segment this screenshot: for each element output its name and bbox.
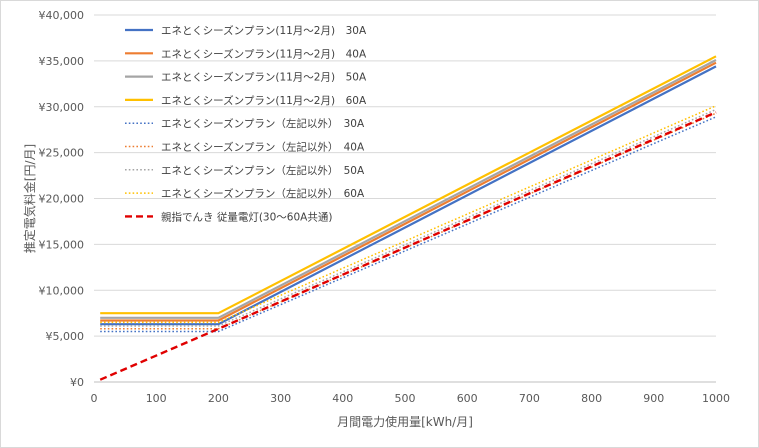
y-tick-label: ¥25,000 xyxy=(39,147,85,160)
x-tick-label: 400 xyxy=(332,392,353,405)
series-line-2 xyxy=(100,61,717,322)
series-line-3 xyxy=(100,59,717,319)
x-tick-label: 200 xyxy=(208,392,229,405)
x-tick-label: 500 xyxy=(395,392,416,405)
series-line-7 xyxy=(100,108,717,327)
legend: エネとくシーズンプラン(11月～2月) 30A エネとくシーズンプラン(11月～2… xyxy=(125,24,367,223)
legend-entry: エネとくシーズンプラン(11月～2月) 60A xyxy=(161,94,367,107)
x-tick-label: 600 xyxy=(457,392,478,405)
x-tick-label: 100 xyxy=(146,392,167,405)
y-tick-label: ¥40,000 xyxy=(39,9,85,22)
y-tick-label: ¥30,000 xyxy=(39,101,85,114)
y-tick-label: ¥0 xyxy=(70,376,84,389)
x-tick-label: 300 xyxy=(270,392,291,405)
x-tick-label: 900 xyxy=(643,392,664,405)
y-tick-label: ¥15,000 xyxy=(39,238,85,251)
series-line-9 xyxy=(99,111,717,381)
y-tick-label: ¥10,000 xyxy=(39,284,85,297)
series-line-8 xyxy=(100,105,717,324)
series-line-5 xyxy=(100,116,717,333)
y-tick-label: ¥35,000 xyxy=(39,55,85,68)
legend-entry: エネとくシーズンプラン(11月～2月) 50A xyxy=(161,71,367,84)
legend-entry: 親指でんき 従量電灯(30～60A共通) xyxy=(161,210,332,223)
legend-entry: エネとくシーズンプラン(11月～2月) 30A xyxy=(161,24,367,37)
y-tick-label: ¥20,000 xyxy=(39,193,85,206)
y-tick-label: ¥5,000 xyxy=(46,330,85,343)
x-axis-label: 月間電力使用量[kWh/月] xyxy=(337,414,473,429)
x-tick-label: 700 xyxy=(519,392,540,405)
x-tick-label: 0 xyxy=(91,392,98,405)
legend-entry: エネとくシーズンプラン（左記以外） 60A xyxy=(161,187,365,200)
legend-entry: エネとくシーズンプラン（左記以外） 40A xyxy=(161,141,365,154)
x-tick-label: 800 xyxy=(581,392,602,405)
series-lines xyxy=(99,55,717,381)
legend-entry: エネとくシーズンプラン（左記以外） 30A xyxy=(161,117,365,130)
gridlines xyxy=(94,14,716,337)
x-tick-label: 1000 xyxy=(702,392,730,405)
legend-entry: エネとくシーズンプラン(11月～2月) 40A xyxy=(161,47,367,60)
y-axis-ticks: ¥0 ¥5,000 ¥10,000 ¥15,000 ¥20,000 ¥25,000 ¥30,… xyxy=(39,9,85,389)
series-line-1 xyxy=(100,65,717,326)
y-axis-label: 推定電気料金[円/月] xyxy=(22,144,37,253)
x-axis-ticks: 0 100 200 300 400 500 600 700 800 900 1000 xyxy=(91,392,731,405)
legend-entry: エネとくシーズンプラン（左記以外） 50A xyxy=(161,164,365,177)
series-line-4 xyxy=(100,55,717,315)
